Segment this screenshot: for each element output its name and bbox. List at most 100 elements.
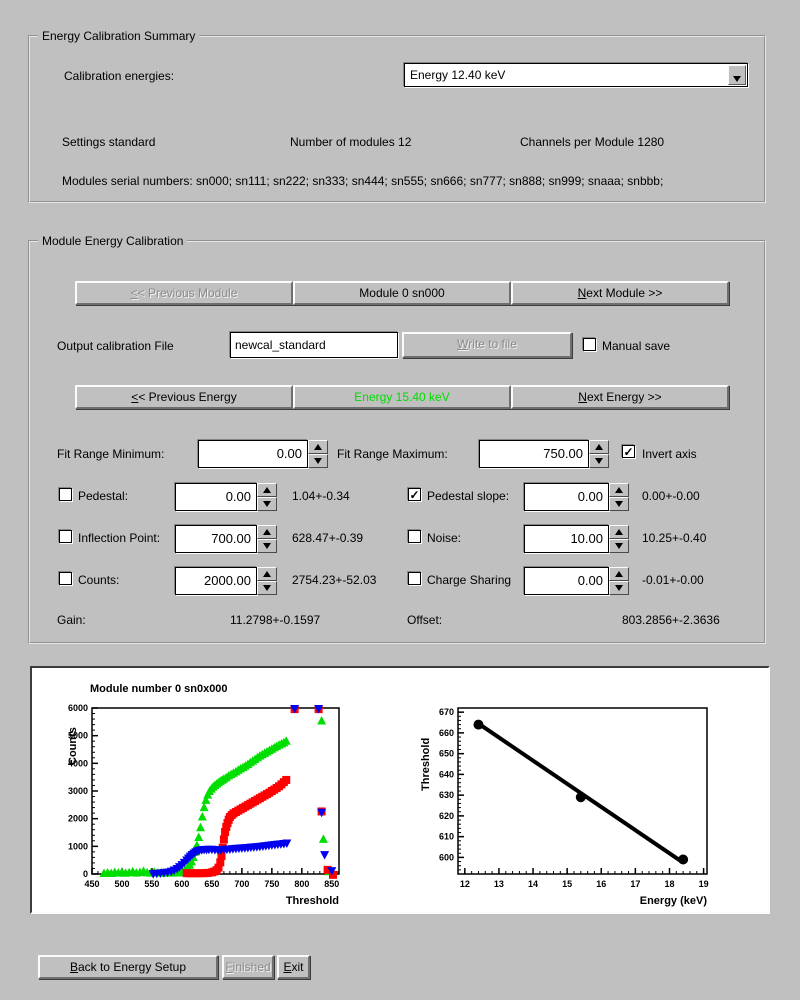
- spin-up-icon: [595, 444, 603, 450]
- svg-text:Module number 0 sn0x000: Module number 0 sn0x000: [90, 683, 228, 695]
- dropdown-arrow-button[interactable]: [728, 65, 746, 85]
- svg-text:650: 650: [204, 879, 219, 889]
- calibration-energy-dropdown[interactable]: Energy 12.40 keV: [404, 63, 748, 87]
- charge-sharing-checkbox[interactable]: [408, 572, 421, 585]
- settings-label: Settings standard: [62, 135, 156, 149]
- svg-text:800: 800: [294, 879, 309, 889]
- svg-text:18: 18: [664, 879, 674, 889]
- svg-text:19: 19: [699, 879, 709, 889]
- fit-range-min-up-button[interactable]: [308, 440, 328, 454]
- spin-up-icon: [615, 487, 623, 493]
- next-energy-button[interactable]: Next Energy >>: [511, 385, 729, 409]
- manual-save-checkbox[interactable]: [583, 338, 596, 351]
- fit-range-max-input[interactable]: 750.00: [479, 440, 589, 468]
- svg-text:3000: 3000: [68, 786, 88, 796]
- output-file-label: Output calibration File: [57, 339, 174, 353]
- spin-down-icon: [263, 585, 271, 591]
- svg-text:630: 630: [439, 790, 454, 800]
- spin-up-icon: [615, 529, 623, 535]
- summary-group-title: Energy Calibration Summary: [38, 29, 200, 43]
- fit-range-max-down-button[interactable]: [589, 454, 609, 468]
- module-energy-calibration-group: Module Energy Calibration << Previous Mo…: [28, 234, 766, 644]
- svg-text:670: 670: [439, 707, 454, 717]
- svg-text:640: 640: [439, 769, 454, 779]
- noise-down-button[interactable]: [609, 539, 629, 553]
- svg-text:15: 15: [562, 879, 572, 889]
- pedestal-slope-result: 0.00+-0.00: [642, 489, 700, 503]
- button-label: << Previous Module: [130, 286, 238, 300]
- module-serials-label: Modules serial numbers: sn000; sn111; sn…: [62, 174, 664, 188]
- inflection-point-result: 628.47+-0.39: [292, 531, 364, 545]
- pedestal-up-button[interactable]: [257, 483, 277, 497]
- pedestal-slope-up-button[interactable]: [609, 483, 629, 497]
- pedestal-checkbox[interactable]: [59, 488, 72, 501]
- pedestal-slope-checkbox[interactable]: ✓: [408, 488, 421, 502]
- charge-sharing-input[interactable]: 0.00: [524, 567, 609, 595]
- counts-up-button[interactable]: [257, 567, 277, 581]
- fit-range-min-label: Fit Range Minimum:: [57, 447, 165, 461]
- counts-checkbox[interactable]: [59, 572, 72, 585]
- spin-down-icon: [615, 585, 623, 591]
- spin-down-icon: [615, 543, 623, 549]
- charge-sharing-up-button[interactable]: [609, 567, 629, 581]
- gain-label: Gain:: [57, 613, 86, 627]
- noise-label: Noise:: [427, 531, 462, 545]
- previous-module-button[interactable]: << Previous Module: [75, 281, 293, 305]
- counts-input[interactable]: 2000.00: [175, 567, 257, 595]
- noise-up-button[interactable]: [609, 525, 629, 539]
- svg-text:17: 17: [630, 879, 640, 889]
- fit-range-max-up-button[interactable]: [589, 440, 609, 454]
- current-energy-button[interactable]: Energy 15.40 keV: [293, 385, 511, 409]
- exit-button[interactable]: Exit: [277, 955, 310, 979]
- pedestal-input[interactable]: 0.00: [175, 483, 257, 511]
- counts-down-button[interactable]: [257, 581, 277, 595]
- invert-axis-checkbox[interactable]: ✓: [622, 445, 635, 459]
- calibration-energies-label: Calibration energies:: [64, 69, 175, 83]
- root-canvas[interactable]: 450 500 550 600 650 700 750 800 850 0 1000 2000 3000…: [30, 666, 770, 914]
- back-to-energy-setup-button[interactable]: Back to Energy Setup: [38, 955, 218, 979]
- inflection-point-input[interactable]: 700.00: [175, 525, 257, 553]
- svg-text:750: 750: [264, 879, 279, 889]
- finished-button[interactable]: Finished: [222, 955, 274, 979]
- chart-1: 12 13 14 15 16 17 18 19 600 610 620 630 640 650 660 670…: [420, 707, 709, 907]
- svg-text:610: 610: [439, 832, 454, 842]
- svg-text:16: 16: [596, 879, 606, 889]
- fit-range-min-down-button[interactable]: [308, 454, 328, 468]
- noise-checkbox[interactable]: [408, 530, 421, 543]
- output-file-input[interactable]: [230, 332, 398, 358]
- current-module-label: Module 0 sn000: [359, 286, 445, 300]
- counts-result: 2754.23+-52.03: [292, 573, 377, 587]
- previous-energy-button[interactable]: << Previous Energy: [75, 385, 293, 409]
- spin-up-icon: [263, 487, 271, 493]
- energy-calibration-summary-group: Energy Calibration Summary Calibration e…: [28, 29, 766, 203]
- svg-text:Threshold: Threshold: [286, 895, 339, 907]
- svg-text:550: 550: [144, 879, 159, 889]
- fit-range-min-input[interactable]: 0.00: [198, 440, 308, 468]
- chevron-down-icon: [733, 76, 741, 82]
- charge-sharing-down-button[interactable]: [609, 581, 629, 595]
- svg-text:Energy (keV): Energy (keV): [640, 895, 708, 907]
- next-module-button[interactable]: Next Module >>: [511, 281, 729, 305]
- pedestal-slope-input[interactable]: 0.00: [524, 483, 609, 511]
- inflection-point-checkbox[interactable]: [59, 530, 72, 543]
- button-label: Next Energy >>: [578, 390, 662, 404]
- inflection-point-down-button[interactable]: [257, 539, 277, 553]
- pedestal-down-button[interactable]: [257, 497, 277, 511]
- svg-text:Counts: Counts: [67, 727, 79, 765]
- offset-value: 803.2856+-2.3636: [622, 613, 720, 627]
- chart-0: 450 500 550 600 650 700 750 800 850 0 1000 2000 3000…: [67, 683, 340, 907]
- spin-down-icon: [595, 458, 603, 464]
- svg-text:5000: 5000: [68, 731, 88, 741]
- svg-text:6000: 6000: [68, 703, 88, 713]
- gain-value: 11.2798+-0.1597: [230, 613, 321, 627]
- svg-text:0: 0: [83, 869, 88, 879]
- inflection-point-up-button[interactable]: [257, 525, 277, 539]
- current-module-button[interactable]: Module 0 sn000: [293, 281, 511, 305]
- svg-text:850: 850: [324, 879, 339, 889]
- pedestal-slope-down-button[interactable]: [609, 497, 629, 511]
- svg-text:500: 500: [114, 879, 129, 889]
- noise-input[interactable]: 10.00: [524, 525, 609, 553]
- button-label: << Previous Energy: [131, 390, 237, 404]
- write-to-file-button[interactable]: Write to file: [402, 332, 572, 358]
- counts-label: Counts:: [78, 573, 120, 587]
